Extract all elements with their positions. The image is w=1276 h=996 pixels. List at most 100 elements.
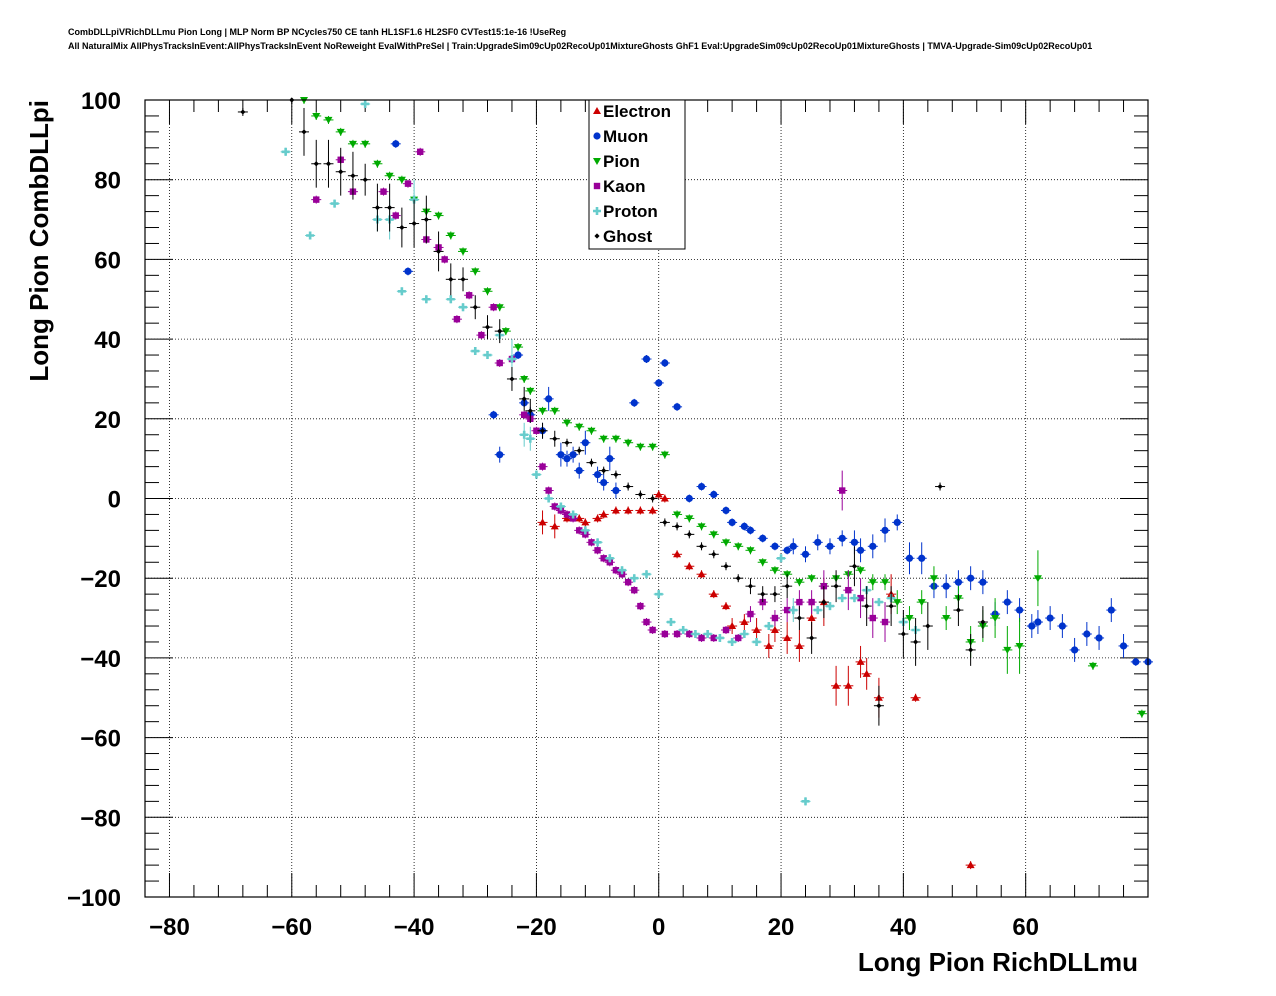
ghost-marker xyxy=(350,173,356,179)
kaon-marker xyxy=(600,555,607,562)
muon-point xyxy=(824,538,835,555)
muon-marker xyxy=(642,355,651,363)
muon-marker xyxy=(838,534,846,542)
muon-marker xyxy=(722,506,730,515)
x-axis-title: Long Pion RichDLLmu xyxy=(858,947,1138,977)
electron-point xyxy=(782,622,793,654)
legend-entry-muon: Muon xyxy=(593,127,648,146)
proton-point xyxy=(714,633,725,642)
electron-marker xyxy=(709,590,718,598)
ghost-marker xyxy=(448,276,454,282)
ghost-marker xyxy=(521,396,527,402)
kaon-point xyxy=(537,462,548,471)
pion-point xyxy=(892,590,903,615)
ghost-marker xyxy=(527,408,533,414)
kaon-marker xyxy=(533,427,540,434)
pion-marker xyxy=(868,579,877,587)
ghost-point xyxy=(384,183,395,232)
proton-marker xyxy=(330,199,339,208)
electron-point xyxy=(727,618,738,634)
proton-marker xyxy=(801,797,810,806)
kaon-marker xyxy=(771,614,779,622)
kaon-point xyxy=(464,291,475,300)
proton-marker xyxy=(666,618,675,627)
ghost-point xyxy=(659,518,670,527)
electron-marker xyxy=(581,518,590,526)
kaon-point xyxy=(806,590,817,615)
legend-marker-ghost xyxy=(594,233,600,239)
ghost-marker xyxy=(937,483,943,490)
pion-marker xyxy=(312,112,321,120)
muon-marker xyxy=(404,267,412,275)
muon-marker xyxy=(905,554,914,562)
pion-point xyxy=(513,343,524,352)
ghost-marker xyxy=(833,583,839,589)
proton-marker xyxy=(507,355,516,364)
pion-marker xyxy=(459,248,468,256)
proton-marker xyxy=(605,554,614,563)
electron-point xyxy=(592,514,603,523)
muon-marker xyxy=(918,554,926,562)
ghost-point xyxy=(769,586,780,603)
proton-marker xyxy=(813,606,822,615)
pion-point xyxy=(1087,661,1098,670)
y-tick-label: 60 xyxy=(94,247,121,274)
ghost-point xyxy=(861,586,872,627)
legend-label-kaon: Kaon xyxy=(603,177,646,196)
legend-label-pion: Pion xyxy=(603,152,640,171)
muon-marker xyxy=(850,538,859,546)
ghost-marker xyxy=(472,304,478,310)
ghost-marker xyxy=(399,224,405,231)
kaon-marker xyxy=(441,256,448,263)
pion-point xyxy=(360,139,371,148)
pion-point xyxy=(311,111,322,120)
muon-point xyxy=(684,494,695,503)
muon-marker xyxy=(881,526,889,534)
electron-marker xyxy=(740,618,749,626)
muon-marker xyxy=(557,451,565,459)
ghost-point xyxy=(898,610,909,658)
proton-point xyxy=(305,231,316,240)
muon-point xyxy=(757,534,768,543)
kaon-point xyxy=(641,618,652,627)
kaon-marker xyxy=(545,487,552,494)
ghost-point xyxy=(831,570,842,603)
pion-point xyxy=(470,267,481,276)
ghost-point xyxy=(849,546,860,587)
legend-marker-proton xyxy=(593,207,601,215)
proton-point xyxy=(849,594,860,603)
proton-marker xyxy=(789,606,798,615)
kaon-marker xyxy=(392,212,399,219)
muon-point xyxy=(1002,590,1013,615)
pion-point xyxy=(433,211,444,220)
kaon-point xyxy=(696,633,707,642)
muon-point xyxy=(812,534,823,551)
muon-point xyxy=(916,542,927,575)
x-tick-label: −40 xyxy=(394,914,435,941)
ghost-marker xyxy=(760,591,766,597)
pion-point xyxy=(1032,550,1043,607)
ghost-marker xyxy=(723,563,729,569)
muon-point xyxy=(653,378,664,387)
pion-marker xyxy=(471,268,480,276)
electron-marker xyxy=(575,514,584,522)
proton-point xyxy=(824,602,835,611)
muon-point xyxy=(1032,610,1043,634)
muon-marker xyxy=(746,526,755,534)
pion-marker xyxy=(991,615,1000,623)
kaon-marker xyxy=(453,315,461,323)
electron-marker xyxy=(648,506,657,514)
muon-marker xyxy=(606,455,614,463)
electron-marker xyxy=(685,562,694,570)
legend-entry-ghost: Ghost xyxy=(594,227,652,246)
series-pion xyxy=(299,97,1147,718)
x-tick-label: 60 xyxy=(1012,914,1039,941)
proton-point xyxy=(592,538,603,547)
kaon-point xyxy=(519,410,530,419)
proton-marker xyxy=(532,470,541,479)
electron-point xyxy=(623,506,634,515)
proton-point xyxy=(525,426,536,451)
proton-marker xyxy=(526,434,535,443)
electron-marker xyxy=(966,861,975,869)
ghost-point xyxy=(482,315,493,340)
